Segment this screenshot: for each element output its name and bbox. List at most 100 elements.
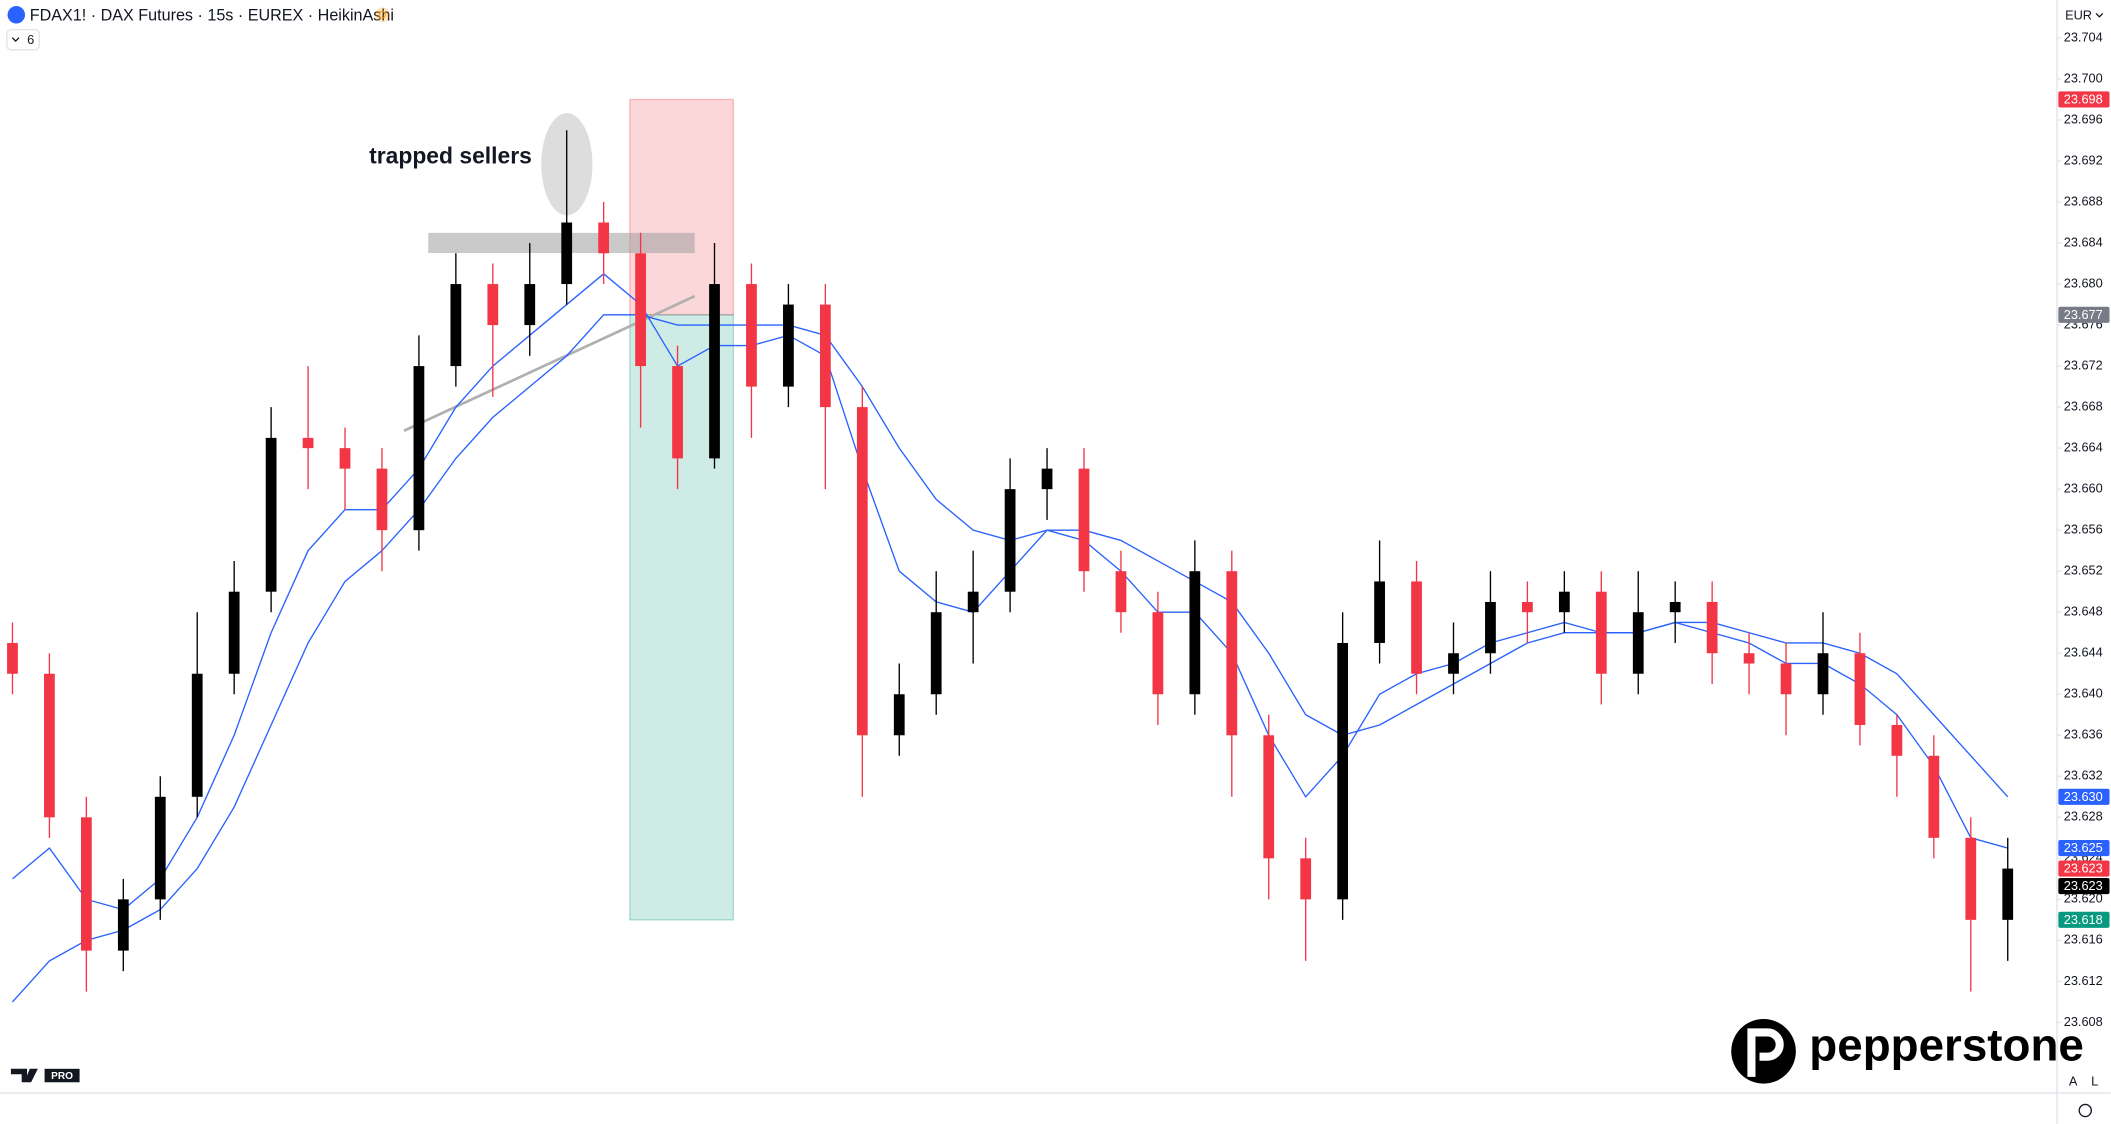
brand-mark-p bbox=[1747, 1028, 1784, 1077]
price-tag-label: 23.625 bbox=[2064, 840, 2103, 855]
candle-body bbox=[80, 817, 92, 951]
candle-body bbox=[635, 253, 646, 367]
price-tag bbox=[2058, 788, 2110, 805]
candle-body bbox=[783, 304, 794, 387]
y-tick-label: 23.684 bbox=[2064, 234, 2103, 249]
candle-body bbox=[1300, 858, 1312, 900]
badge: D bbox=[379, 9, 387, 21]
price-tag bbox=[2058, 306, 2110, 323]
candle-body bbox=[1448, 653, 1459, 674]
candle-body bbox=[376, 468, 388, 531]
y-tick-label: 23.620 bbox=[2064, 891, 2103, 906]
candle-body bbox=[1078, 468, 1090, 572]
position-tool bbox=[629, 98, 735, 921]
currency[interactable]: EUR bbox=[2065, 8, 2092, 23]
chevron bbox=[11, 37, 20, 43]
y-tick-label: 23.608 bbox=[2064, 1014, 2103, 1029]
candle-body bbox=[746, 284, 757, 387]
pro-bg bbox=[44, 1068, 80, 1083]
settings-icon[interactable] bbox=[2078, 1103, 2093, 1118]
tv-logo bbox=[10, 1068, 38, 1083]
candle-body bbox=[1558, 591, 1570, 613]
currency-chevron bbox=[2095, 12, 2104, 18]
candle-body bbox=[893, 694, 905, 736]
y-tick-label: 23.632 bbox=[2064, 768, 2103, 783]
candle-body bbox=[302, 437, 314, 449]
candle-body bbox=[487, 284, 499, 326]
candle-body bbox=[44, 673, 55, 818]
candle-body bbox=[1928, 755, 1940, 838]
candle-body bbox=[1817, 653, 1829, 695]
candle-body bbox=[228, 591, 240, 674]
candle-body bbox=[1522, 601, 1533, 613]
symbol-icon bbox=[7, 6, 26, 24]
y-tick-label: 23.664 bbox=[2064, 440, 2103, 455]
price-tag-label: 23.698 bbox=[2064, 92, 2103, 107]
price-tag bbox=[2058, 91, 2110, 108]
candle-body bbox=[1189, 571, 1201, 695]
price-tags: 23.69823.67723.63023.62523.62323.62323.6… bbox=[2058, 91, 2110, 928]
candle-body bbox=[154, 796, 166, 900]
candle-body bbox=[1004, 489, 1016, 592]
candle-body bbox=[7, 642, 18, 674]
annotation-text: trapped sellers bbox=[369, 143, 532, 169]
candle-body bbox=[1854, 653, 1866, 726]
candle-body bbox=[413, 366, 425, 531]
price-tag-label: 23.677 bbox=[2064, 307, 2103, 322]
candle-body bbox=[2002, 868, 2014, 920]
candle-body bbox=[672, 366, 683, 459]
price-tag bbox=[2058, 839, 2110, 857]
candle-body bbox=[709, 284, 720, 459]
candle-body bbox=[1743, 653, 1755, 664]
candle-body bbox=[1669, 601, 1681, 613]
candles bbox=[7, 130, 2014, 992]
y-tick-label: 23.612 bbox=[2064, 973, 2103, 988]
candle-body bbox=[930, 612, 942, 695]
candle-body bbox=[1374, 581, 1385, 643]
price-tag bbox=[2058, 878, 2110, 895]
candle-body bbox=[819, 304, 831, 408]
candle-body bbox=[524, 284, 536, 326]
candle-body bbox=[1485, 601, 1496, 654]
badge-bg bbox=[375, 7, 390, 23]
pro-badge: PRO bbox=[51, 1071, 73, 1082]
y-tick-label: 23.660 bbox=[2064, 481, 2103, 496]
candle-body bbox=[1706, 601, 1718, 654]
candle-body bbox=[1965, 837, 1977, 920]
candle-body bbox=[967, 591, 979, 613]
price-tag bbox=[2058, 860, 2110, 877]
indicator-count[interactable]: 6 bbox=[27, 32, 34, 47]
candle-body bbox=[1337, 642, 1349, 900]
y-tick-label: 23.700 bbox=[2064, 70, 2103, 85]
candle-body bbox=[1115, 571, 1127, 613]
y-tick-label: 23.656 bbox=[2064, 522, 2103, 537]
y-tick-label: 23.616 bbox=[2064, 932, 2103, 947]
candle-body bbox=[117, 899, 129, 951]
candle-body bbox=[450, 284, 462, 367]
candle-body bbox=[1632, 612, 1644, 674]
y-tick-label: 23.648 bbox=[2064, 604, 2103, 619]
candle-body bbox=[1891, 725, 1903, 756]
candle-body bbox=[561, 222, 573, 285]
y-tick-label: 23.628 bbox=[2064, 809, 2103, 824]
candle-body bbox=[265, 437, 277, 592]
y-tick-label: 23.644 bbox=[2064, 645, 2103, 660]
indicator-toggle[interactable] bbox=[6, 28, 40, 51]
y-tick-label: 23.668 bbox=[2064, 398, 2103, 413]
scale-button[interactable]: A bbox=[2069, 1074, 2078, 1089]
brand-name: pepperstone bbox=[1809, 1020, 2084, 1071]
price-tag-label: 23.618 bbox=[2064, 912, 2103, 927]
chart-title: FDAX1! · DAX Futures · 15s · EUREX · Hei… bbox=[30, 6, 394, 24]
price-tag bbox=[2058, 911, 2110, 928]
y-tick-label: 23.692 bbox=[2064, 152, 2103, 167]
scale-button[interactable]: L bbox=[2091, 1074, 2098, 1089]
candle-body bbox=[1226, 571, 1238, 736]
price-tag-label: 23.623 bbox=[2064, 861, 2103, 876]
y-tick-label: 23.688 bbox=[2064, 193, 2103, 208]
candle-body bbox=[1263, 735, 1275, 859]
y-tick-label: 23.672 bbox=[2064, 357, 2103, 372]
trend-line bbox=[403, 294, 696, 432]
